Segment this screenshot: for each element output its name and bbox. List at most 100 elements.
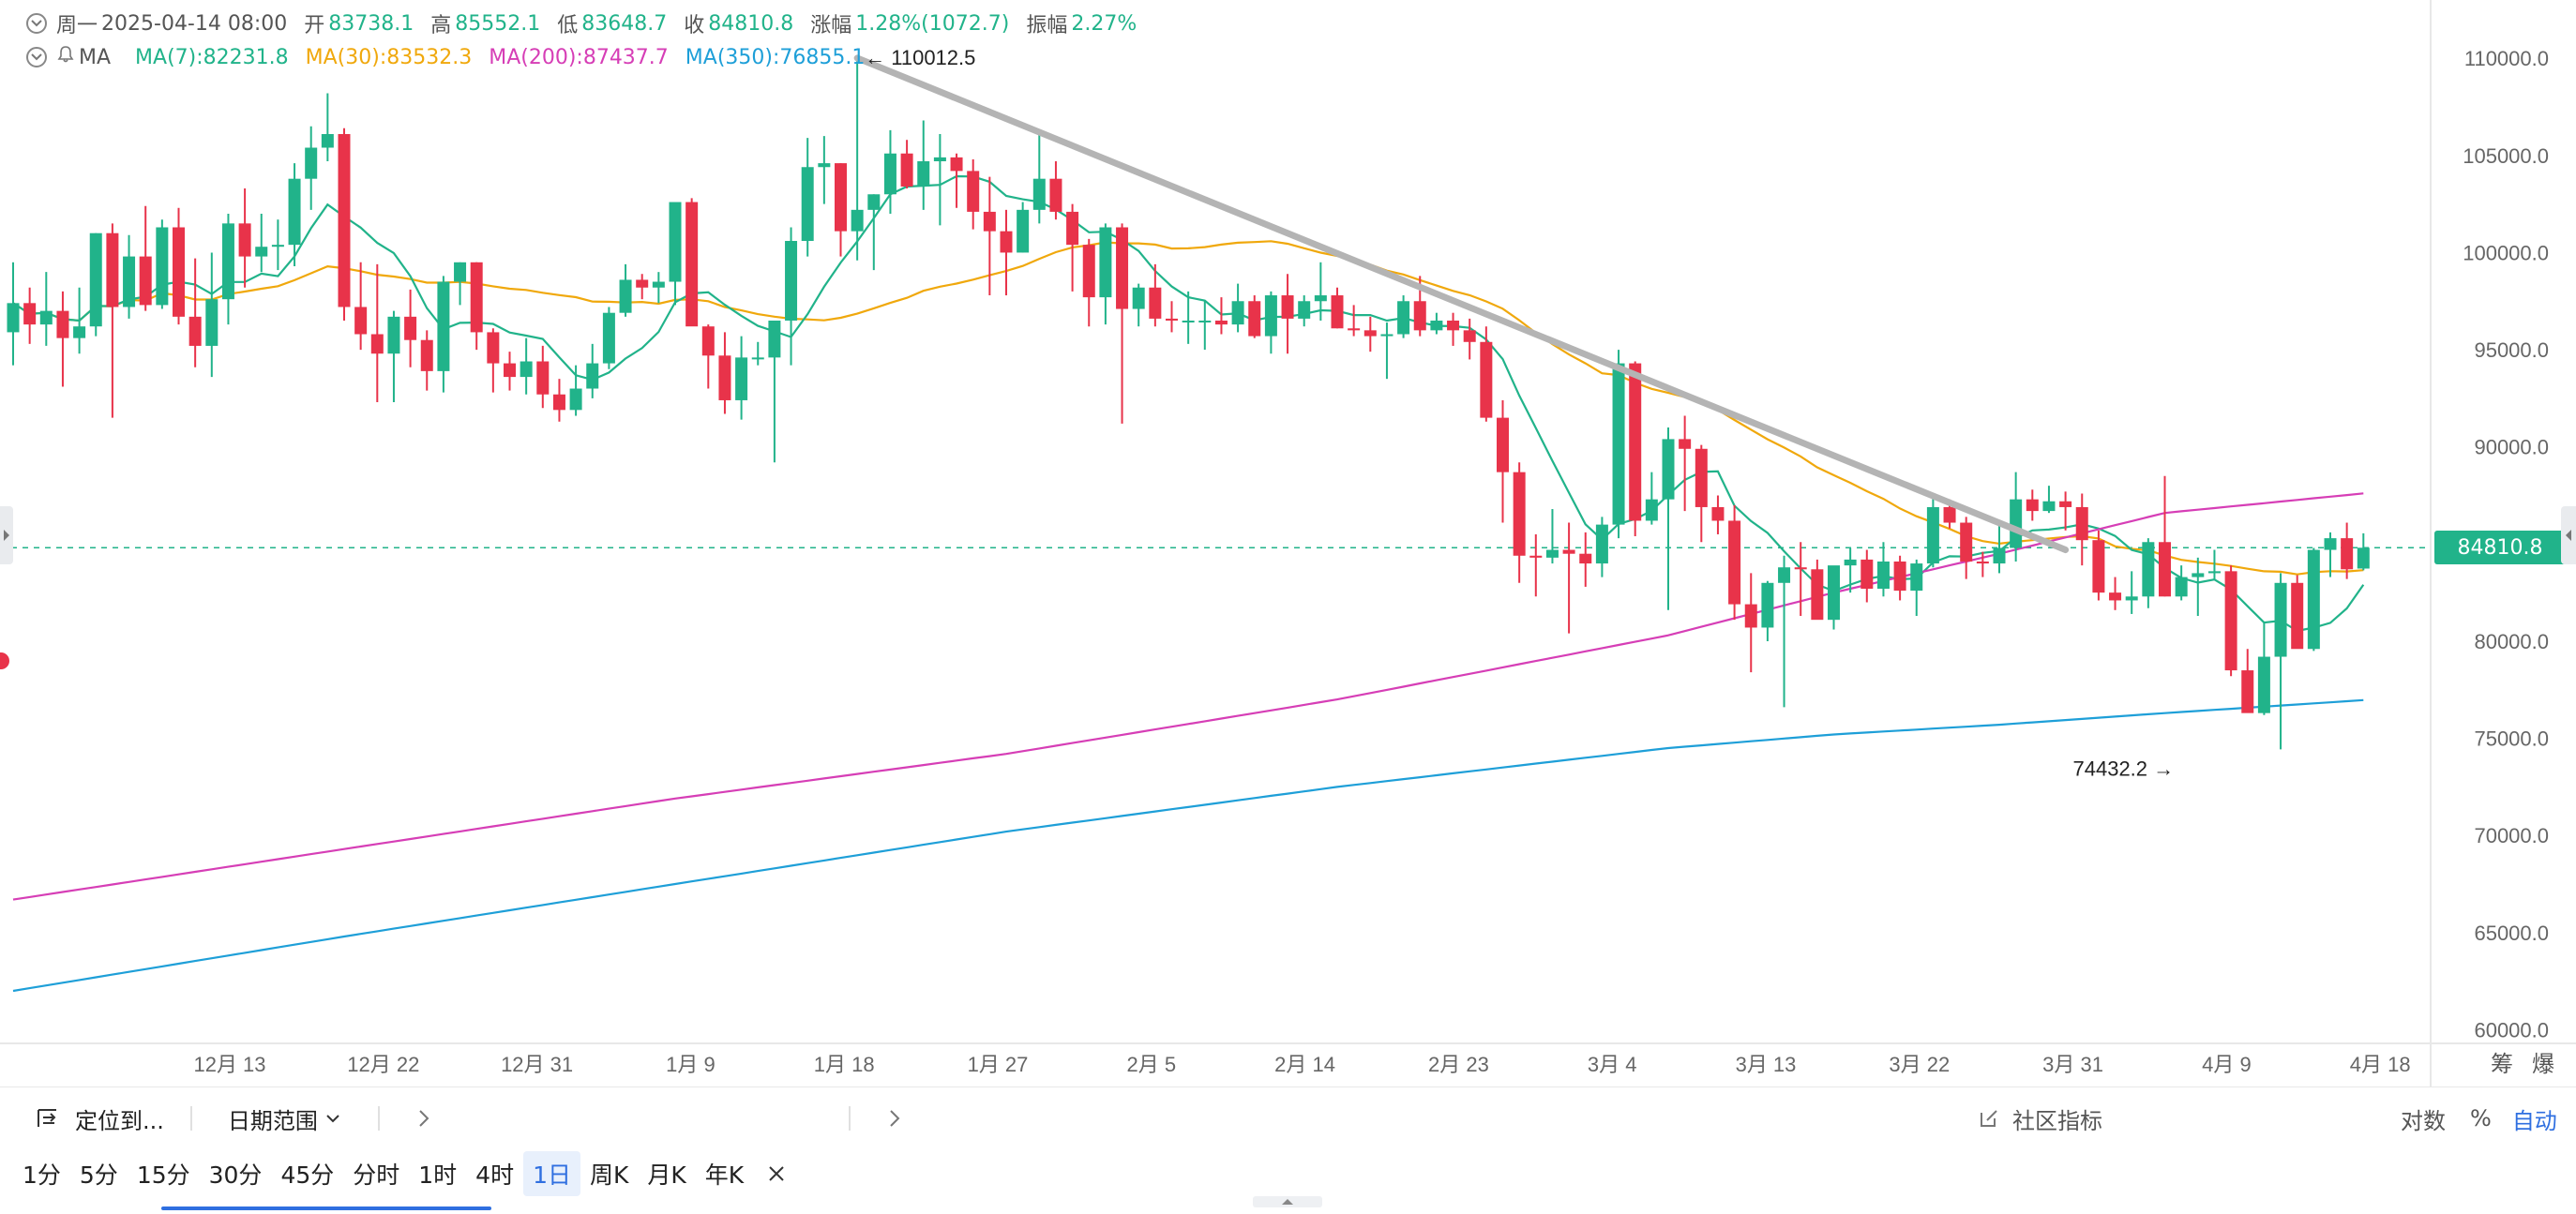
candle-body xyxy=(1198,320,1212,322)
collapse-icon[interactable] xyxy=(26,13,47,34)
candle-body xyxy=(1976,561,1989,564)
candle-body xyxy=(669,202,682,282)
candle-body xyxy=(602,312,615,364)
candle-body xyxy=(1182,320,1195,322)
candle-body xyxy=(1413,301,1426,331)
candle-body xyxy=(950,157,963,172)
candle-body xyxy=(139,256,152,306)
tf-45m[interactable]: 45分 xyxy=(280,1162,335,1189)
alert-dot[interactable] xyxy=(0,652,9,669)
candle-body xyxy=(2125,596,2138,601)
candle-body xyxy=(1430,320,1443,331)
panel-resize-handle[interactable] xyxy=(1253,1196,1322,1207)
close-icon[interactable] xyxy=(766,1163,787,1184)
candle-body xyxy=(1828,565,1840,621)
chips-toggle[interactable]: 筹 xyxy=(2491,1052,2513,1077)
trendline[interactable] xyxy=(853,54,2070,554)
y-tick-label: 80000.0 xyxy=(2474,630,2549,653)
ma-legend: MA MA(7):82231.8 MA(30):83532.3 MA(200):… xyxy=(26,43,881,71)
candle-body xyxy=(387,316,400,354)
candle-body xyxy=(1562,549,1575,554)
candle-body xyxy=(354,307,368,335)
candle-body xyxy=(2042,501,2056,512)
tf-30m[interactable]: 30分 xyxy=(208,1162,263,1189)
tf-1h[interactable]: 1时 xyxy=(418,1162,458,1189)
date-range-dropdown[interactable]: 日期范围 xyxy=(228,1102,340,1135)
candle-body xyxy=(900,153,913,187)
right-panel-toggle[interactable] xyxy=(2561,506,2576,564)
locate-button[interactable]: 定位到... xyxy=(36,1102,164,1135)
x-tick-label: 3月 22 xyxy=(1889,1053,1950,1076)
burst-toggle[interactable]: 爆 xyxy=(2532,1052,2554,1077)
candle-body xyxy=(867,194,881,210)
tf-4h[interactable]: 4时 xyxy=(475,1162,515,1189)
trendline[interactable] xyxy=(853,54,2070,554)
x-tick-label: 12月 31 xyxy=(501,1053,573,1076)
candle-body xyxy=(1331,295,1344,329)
log-toggle[interactable]: 对数 xyxy=(2401,1107,2446,1134)
low-value: 83648.7 xyxy=(581,11,668,36)
tf-week[interactable]: 周K xyxy=(589,1162,629,1189)
candle-body xyxy=(1860,559,1874,590)
tf-15m[interactable]: 15分 xyxy=(136,1162,190,1189)
candle-body xyxy=(404,316,417,340)
y-tick-label: 90000.0 xyxy=(2474,436,2549,459)
collapse-ma-icon[interactable] xyxy=(26,47,47,67)
ohlc-header: 周一 2025-04-14 08:00 开 83738.1 高 85552.1 … xyxy=(26,9,1153,37)
candle-body xyxy=(188,316,202,346)
x-tick-label: 2月 14 xyxy=(1274,1053,1335,1076)
candle-body xyxy=(1082,245,1095,298)
chevron-right-icon[interactable] xyxy=(417,1108,430,1129)
candle-body xyxy=(338,134,351,307)
axes: 110000.0105000.0100000.095000.090000.085… xyxy=(193,47,2554,1077)
change-value: 1.28%(1072.7) xyxy=(855,11,1010,36)
candle-body xyxy=(785,241,798,321)
candle-body xyxy=(1679,439,1692,449)
candle-body xyxy=(255,247,268,257)
candle-body xyxy=(1695,448,1708,507)
tf-month[interactable]: 月K xyxy=(647,1162,686,1189)
community-indicator-button[interactable]: 社区指标 xyxy=(1979,1092,2102,1145)
candle-body xyxy=(2192,573,2205,577)
tf-1d[interactable]: 1日 xyxy=(523,1151,580,1196)
amplitude-value: 2.27% xyxy=(1071,11,1137,36)
candle-body xyxy=(917,161,930,187)
tf-timeshare[interactable]: 分时 xyxy=(353,1162,400,1189)
candle-body xyxy=(487,332,500,364)
candle-body xyxy=(1447,320,1460,331)
candle-body xyxy=(2010,499,2023,548)
candle-body xyxy=(1497,417,1509,472)
candle-body xyxy=(2291,582,2304,650)
edit-icon xyxy=(1981,1110,1997,1127)
timeframe-bar: 1分 5分 15分 30分 45分 分时 1时 4时 1日 周K 月K 年K xyxy=(0,1147,2576,1200)
left-panel-toggle[interactable] xyxy=(0,506,13,564)
tf-5m[interactable]: 5分 xyxy=(79,1162,118,1189)
candle-body xyxy=(173,227,185,317)
x-tick-label: 1月 18 xyxy=(814,1053,875,1076)
tf-1m[interactable]: 1分 xyxy=(23,1162,61,1189)
candle-body xyxy=(1744,604,1757,628)
x-tick-label: 12月 22 xyxy=(347,1053,419,1076)
x-tick-label: 2月 5 xyxy=(1127,1053,1177,1076)
x-tick-label: 3月 4 xyxy=(1588,1053,1637,1076)
percent-toggle[interactable]: % xyxy=(2470,1105,2492,1132)
candle-body xyxy=(56,310,69,338)
auto-toggle[interactable]: 自动 xyxy=(2511,1107,2557,1134)
candlestick-chart[interactable]: 110000.0 105000.0 100000.0 95000.0 90000.0 85… xyxy=(0,0,2576,1087)
candle-body xyxy=(1099,227,1112,298)
ma-label[interactable]: MA xyxy=(79,45,112,69)
candle-body xyxy=(1214,320,1228,325)
weekday: 周一 xyxy=(56,14,98,37)
candle-body xyxy=(1017,209,1030,253)
datetime: 2025-04-14 08:00 xyxy=(101,11,288,36)
candle-body xyxy=(2274,582,2287,657)
ma200-line xyxy=(12,492,2364,901)
candle-body xyxy=(2307,549,2320,650)
bell-icon[interactable] xyxy=(56,45,75,69)
candle-body xyxy=(470,262,483,333)
candle-body xyxy=(89,232,102,327)
candle-body xyxy=(801,167,814,242)
candle-body xyxy=(238,223,251,257)
chevron-right-icon[interactable] xyxy=(888,1108,901,1129)
tf-year[interactable]: 年K xyxy=(704,1162,745,1189)
